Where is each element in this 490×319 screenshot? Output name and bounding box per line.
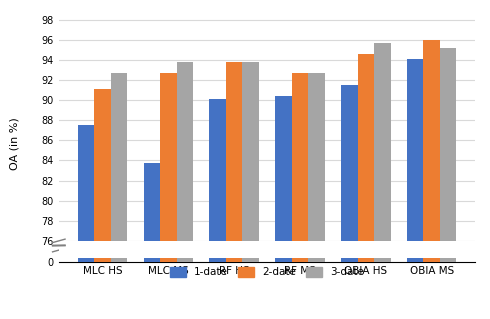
- Bar: [358, 54, 374, 319]
- Bar: [374, 258, 391, 262]
- Bar: [292, 258, 308, 262]
- Bar: [423, 258, 440, 262]
- Bar: [308, 73, 325, 319]
- Bar: [176, 62, 193, 319]
- Bar: [243, 258, 259, 262]
- Bar: [226, 258, 243, 262]
- Bar: [341, 85, 358, 319]
- Bar: [94, 258, 111, 262]
- Bar: [275, 258, 292, 262]
- Bar: [176, 258, 193, 262]
- Bar: [144, 258, 160, 262]
- Bar: [407, 258, 423, 262]
- Bar: [423, 40, 440, 319]
- Bar: [407, 59, 423, 319]
- Bar: [78, 258, 94, 262]
- Bar: [94, 89, 111, 319]
- Bar: [209, 99, 226, 319]
- Bar: [243, 62, 259, 319]
- Bar: [275, 96, 292, 319]
- Legend: 1-date, 2-date, 3-date: 1-date, 2-date, 3-date: [166, 263, 368, 282]
- Bar: [358, 258, 374, 262]
- Bar: [160, 258, 176, 262]
- Bar: [440, 258, 456, 262]
- Bar: [111, 258, 127, 262]
- Text: OA (in %): OA (in %): [10, 117, 20, 170]
- Bar: [308, 258, 325, 262]
- Bar: [111, 73, 127, 319]
- Bar: [341, 258, 358, 262]
- Bar: [440, 48, 456, 319]
- Bar: [78, 125, 94, 319]
- Bar: [209, 258, 226, 262]
- Bar: [160, 73, 176, 319]
- Bar: [144, 163, 160, 319]
- Bar: [226, 62, 243, 319]
- Bar: [374, 43, 391, 319]
- Bar: [292, 73, 308, 319]
